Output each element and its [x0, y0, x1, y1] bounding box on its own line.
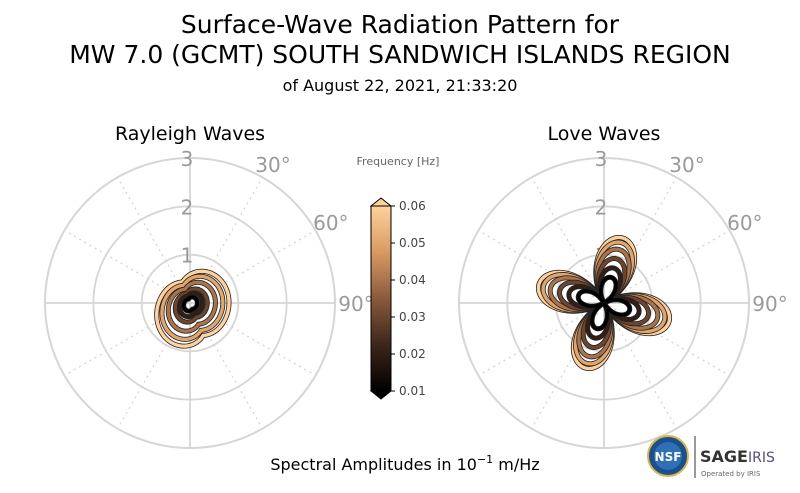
colorbar-tick-label: 0.03	[399, 310, 426, 324]
angle-tick-label: 90°	[752, 292, 787, 316]
radial-tick-label: 3	[595, 147, 608, 171]
polar-panel-0: Rayleigh Waves 1 2 3 30° 60° 90°	[44, 123, 374, 449]
sage-iris-logo: SAGE IRIS Operated by IRIS	[700, 447, 775, 478]
colorbar-gradient	[370, 205, 392, 392]
colorbar-label: Frequency [Hz]	[357, 155, 440, 168]
colorbar-tick-label: 0.04	[399, 273, 426, 287]
angle-tick-label: 90°	[338, 292, 373, 316]
radial-tick-label: 2	[595, 195, 608, 219]
amplitude-axis-label: Spectral Amplitudes in 10−1 m/Hz	[270, 453, 539, 474]
panel-title: Love Waves	[548, 123, 661, 145]
colorbar-tick-label: 0.01	[399, 384, 426, 398]
svg-text:Operated by IRIS: Operated by IRIS	[701, 470, 761, 478]
colorbar-tick-label: 0.06	[399, 199, 426, 213]
panel-title: Rayleigh Waves	[115, 123, 265, 145]
pattern-curve-0.01	[576, 275, 632, 331]
colorbar-tick-label: 0.02	[399, 347, 426, 361]
svg-text:IRIS: IRIS	[748, 450, 775, 466]
chart-title-line1: Surface-Wave Radiation Pattern for	[180, 10, 620, 39]
pattern-curve-0.02	[177, 291, 205, 319]
angular-gridline	[478, 302, 605, 377]
pattern-curve-0.06	[155, 269, 231, 348]
angle-tick-label: 60°	[727, 211, 762, 235]
pattern-curve-0.03	[173, 287, 209, 324]
radial-tick-label: 3	[181, 147, 194, 171]
angular-gridline	[189, 302, 316, 377]
svg-text:SAGE: SAGE	[700, 447, 748, 466]
angular-gridline	[64, 302, 191, 377]
angle-tick-label: 30°	[255, 153, 290, 177]
angle-tick-label: 60°	[313, 211, 348, 235]
nsf-logo: NSF	[647, 435, 689, 477]
angular-gridline	[530, 177, 605, 304]
angular-gridline	[189, 229, 316, 304]
svg-text:NSF: NSF	[655, 450, 682, 464]
pattern-curve-0.01	[181, 295, 200, 313]
colorbar-extend-bottom	[369, 390, 393, 400]
chart-title-line2: MW 7.0 (GCMT) SOUTH SANDWICH ISLANDS REG…	[69, 40, 731, 69]
angular-gridline	[603, 302, 678, 429]
radial-tick-label: 2	[181, 195, 194, 219]
colorbar-extend-top	[369, 197, 393, 207]
pattern-curve-0.05	[160, 274, 225, 342]
angle-tick-label: 30°	[669, 153, 704, 177]
chart-subtitle: of August 22, 2021, 21:33:20	[282, 76, 518, 95]
frequency-colorbar: Frequency [Hz] 0.06 0.05 0.04 0.03 0.02 0.01	[357, 155, 440, 400]
angular-gridline	[603, 229, 730, 304]
pattern-curve-0.04	[166, 280, 218, 333]
radial-tick-label: 1	[181, 244, 194, 268]
angular-gridline	[116, 302, 191, 429]
colorbar-tick-label: 0.05	[399, 236, 426, 250]
